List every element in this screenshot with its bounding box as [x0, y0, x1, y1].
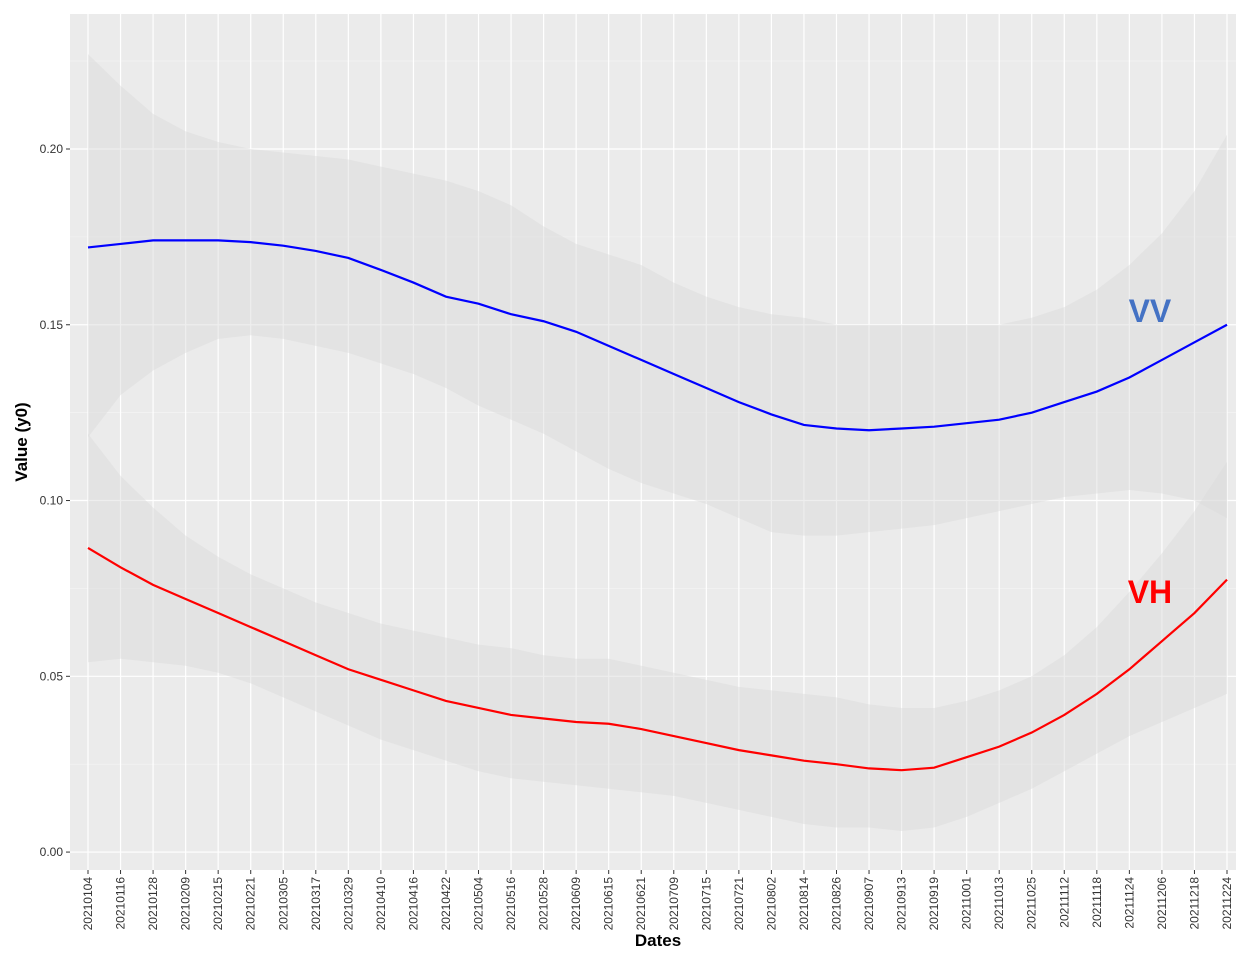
y-tick-label: 0.00	[40, 845, 64, 859]
line	[87, 547, 1228, 772]
x-tick-label: 20211224	[1220, 877, 1234, 930]
x-tick-label: 20210516	[504, 877, 518, 931]
y-tick-label: 0.10	[40, 494, 64, 508]
x-tick-label: 20211013	[992, 877, 1006, 930]
x-tick-label: 20211124	[1122, 877, 1136, 929]
x-tick-label: 20210709	[667, 877, 681, 931]
confidence-band	[88, 54, 1227, 536]
x-tick-label: 20211118	[1090, 877, 1104, 928]
x-tick-label: 20210826	[829, 877, 843, 931]
x-tick-label: 20210305	[276, 877, 290, 931]
x-tick-label: 20210215	[211, 877, 225, 931]
x-tick-label: 20210410	[374, 877, 388, 931]
x-tick-label: 20210504	[472, 877, 486, 931]
x-tick-label: 20211112	[1057, 877, 1071, 928]
x-tick-label: 20210814	[797, 877, 811, 931]
x-tick-label: 20210416	[406, 877, 420, 931]
series-label: VH	[1128, 574, 1172, 610]
y-tick-label: 0.15	[40, 318, 64, 332]
x-tick-label: 20210128	[146, 877, 160, 931]
y-axis-label: Value (y0)	[12, 402, 31, 481]
x-tick-label: 20210919	[927, 877, 941, 931]
x-tick-label: 20210329	[341, 877, 355, 931]
x-tick-label: 20210802	[764, 877, 778, 931]
x-tick-label: 20210209	[179, 877, 193, 931]
x-tick-label: 20210907	[862, 877, 876, 931]
series-label: VV	[1129, 293, 1172, 329]
x-axis-label: Dates	[635, 931, 681, 949]
y-tick-label: 0.05	[40, 669, 64, 683]
line	[87, 239, 1228, 432]
x-tick-label: 20210528	[537, 877, 551, 931]
x-tick-label: 20210317	[309, 877, 323, 931]
x-tick-label: 20211218	[1187, 877, 1201, 930]
x-tick-label: 20210715	[699, 877, 713, 931]
x-tick-label: 20210615	[602, 877, 616, 931]
x-tick-label: 20210621	[634, 877, 648, 931]
x-tick-label: 20210913	[895, 877, 909, 931]
x-tick-label: 20210609	[569, 877, 583, 931]
x-tick-label: 20210721	[732, 877, 746, 931]
x-tick-label: 20211206	[1155, 877, 1169, 930]
x-tick-label: 20211001	[960, 877, 974, 930]
x-tick-label: 20210116	[114, 877, 128, 930]
y-tick-label: 0.20	[40, 142, 64, 156]
x-tick-label: 20210422	[439, 877, 453, 931]
x-tick-label: 20210221	[244, 877, 258, 931]
x-tick-label: 20210104	[81, 877, 95, 931]
x-tick-label: 20211025	[1025, 877, 1039, 930]
confidence-band	[88, 433, 1227, 831]
